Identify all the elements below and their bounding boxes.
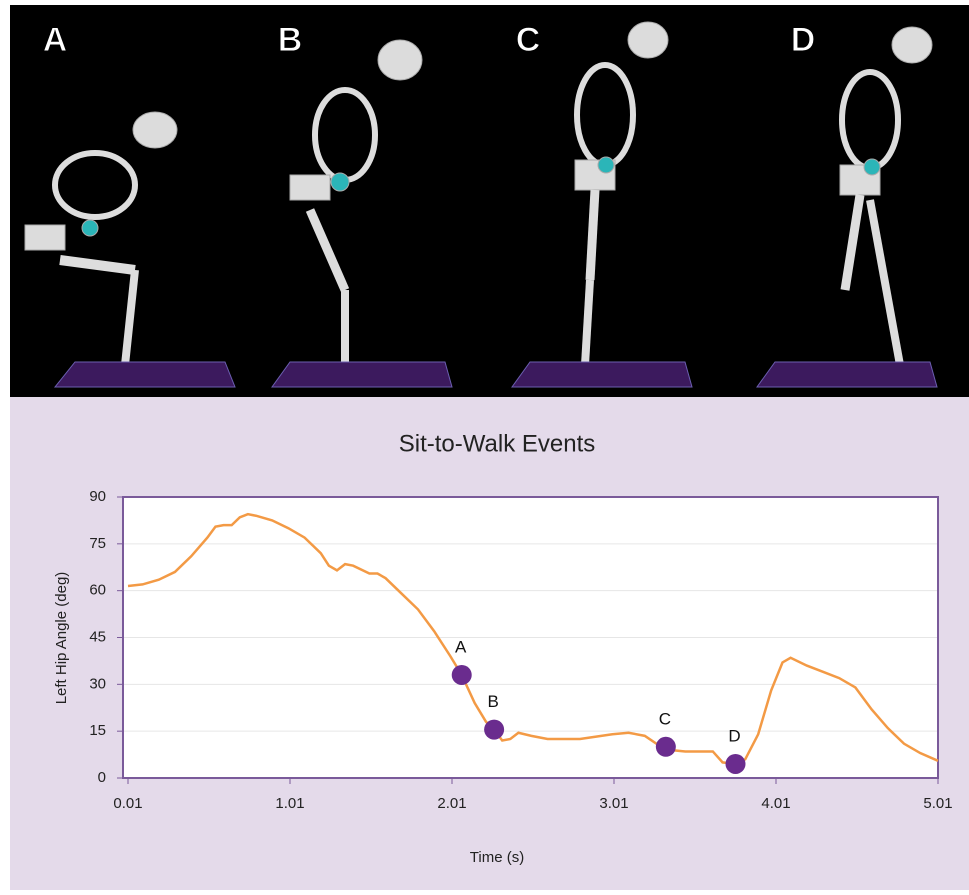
- event-label: B: [487, 692, 498, 711]
- x-tick-label: 4.01: [761, 795, 790, 812]
- event-marker: [656, 737, 676, 757]
- event-marker: [452, 665, 472, 685]
- x-tick-label: 0.01: [113, 795, 142, 812]
- y-tick-label: 60: [89, 582, 106, 599]
- x-tick-label: 5.01: [923, 795, 952, 812]
- event-marker: [726, 754, 746, 774]
- panel-label: D: [791, 21, 816, 59]
- y-tick-label: 0: [98, 769, 106, 786]
- x-tick-label: 2.01: [437, 795, 466, 812]
- x-tick-label: 3.01: [599, 795, 628, 812]
- chart-title: Sit-to-Walk Events: [399, 430, 596, 457]
- y-axis-label: Left Hip Angle (deg): [53, 572, 70, 705]
- y-tick-label: 90: [89, 488, 106, 505]
- x-axis-label: Time (s): [470, 849, 524, 866]
- render-panel: [10, 5, 969, 397]
- y-tick-label: 15: [89, 722, 106, 739]
- panel-label: C: [516, 21, 541, 59]
- event-label: D: [728, 726, 740, 745]
- y-tick-label: 45: [89, 628, 106, 645]
- event-label: C: [659, 709, 671, 728]
- panel-label: A: [43, 21, 68, 59]
- event-marker: [484, 720, 504, 740]
- figure: A B C D Sit-to-Walk Events Time (s) Left Hi…: [0, 0, 969, 890]
- x-tick-label: 1.01: [275, 795, 304, 812]
- page: A B C D Sit-to-Walk Events Time (s) Left Hi…: [0, 0, 969, 890]
- y-tick-label: 75: [89, 535, 106, 552]
- y-tick-label: 30: [89, 675, 106, 692]
- event-label: A: [455, 637, 467, 656]
- panel-label: B: [278, 21, 303, 59]
